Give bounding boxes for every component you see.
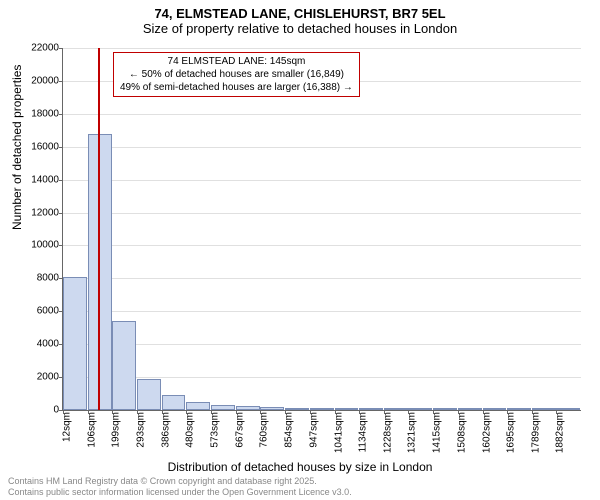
histogram-bar bbox=[137, 379, 161, 410]
x-tick-label: 1415sqm bbox=[432, 410, 443, 453]
marker-line bbox=[98, 48, 100, 410]
x-tick-label: 760sqm bbox=[259, 410, 270, 448]
x-tick-label: 1789sqm bbox=[530, 410, 541, 453]
annotation-line2: ← 50% of detached houses are smaller (16… bbox=[120, 68, 353, 81]
y-tick-label: 20000 bbox=[31, 75, 63, 86]
chart-subtitle: Size of property relative to detached ho… bbox=[0, 21, 600, 40]
y-axis-label: Number of detached properties bbox=[10, 65, 24, 230]
x-tick-label: 1882sqm bbox=[555, 410, 566, 453]
gridline bbox=[63, 147, 581, 148]
gridline bbox=[63, 344, 581, 345]
x-tick-label: 293sqm bbox=[136, 410, 147, 448]
annotation-box: 74 ELMSTEAD LANE: 145sqm← 50% of detache… bbox=[113, 52, 360, 97]
gridline bbox=[63, 278, 581, 279]
x-tick-label: 1041sqm bbox=[333, 410, 344, 453]
histogram-bar bbox=[112, 321, 136, 410]
x-tick-label: 1602sqm bbox=[481, 410, 492, 453]
y-tick-label: 14000 bbox=[31, 174, 63, 185]
gridline bbox=[63, 48, 581, 49]
x-tick-label: 12sqm bbox=[62, 410, 73, 442]
x-tick-label: 386sqm bbox=[160, 410, 171, 448]
y-tick-label: 6000 bbox=[37, 306, 63, 317]
x-tick-label: 1134sqm bbox=[358, 410, 369, 452]
x-tick-label: 947sqm bbox=[308, 410, 319, 448]
y-tick-label: 2000 bbox=[37, 372, 63, 383]
gridline bbox=[63, 311, 581, 312]
x-tick-label: 1321sqm bbox=[407, 410, 418, 453]
x-tick-label: 1508sqm bbox=[456, 410, 467, 453]
x-tick-label: 199sqm bbox=[111, 410, 122, 448]
gridline bbox=[63, 114, 581, 115]
gridline bbox=[63, 180, 581, 181]
y-tick-label: 16000 bbox=[31, 141, 63, 152]
footer-attribution: Contains HM Land Registry data © Crown c… bbox=[8, 476, 352, 498]
y-tick-label: 12000 bbox=[31, 207, 63, 218]
x-tick-label: 667sqm bbox=[234, 410, 245, 448]
y-tick-label: 18000 bbox=[31, 108, 63, 119]
histogram-bar bbox=[63, 277, 87, 410]
chart-title: 74, ELMSTEAD LANE, CHISLEHURST, BR7 5EL bbox=[0, 0, 600, 21]
annotation-line3: 49% of semi-detached houses are larger (… bbox=[120, 81, 353, 94]
footer-line2: Contains public sector information licen… bbox=[8, 487, 352, 498]
x-tick-label: 106sqm bbox=[86, 410, 97, 448]
footer-line1: Contains HM Land Registry data © Crown c… bbox=[8, 476, 352, 487]
annotation-line1: 74 ELMSTEAD LANE: 145sqm bbox=[120, 55, 353, 68]
chart-container: 74, ELMSTEAD LANE, CHISLEHURST, BR7 5EL … bbox=[0, 0, 600, 500]
x-tick-label: 1695sqm bbox=[506, 410, 517, 453]
x-tick-label: 854sqm bbox=[284, 410, 295, 448]
plot-area: 0200040006000800010000120001400016000180… bbox=[62, 48, 581, 411]
x-tick-label: 480sqm bbox=[185, 410, 196, 448]
histogram-bar bbox=[186, 402, 210, 410]
gridline bbox=[63, 245, 581, 246]
x-tick-label: 573sqm bbox=[210, 410, 221, 448]
x-axis-label: Distribution of detached houses by size … bbox=[0, 460, 600, 474]
y-tick-label: 4000 bbox=[37, 339, 63, 350]
y-tick-label: 8000 bbox=[37, 273, 63, 284]
y-tick-label: 22000 bbox=[31, 43, 63, 54]
y-tick-label: 10000 bbox=[31, 240, 63, 251]
gridline bbox=[63, 213, 581, 214]
histogram-bar bbox=[162, 395, 186, 410]
x-tick-label: 1228sqm bbox=[382, 410, 393, 453]
